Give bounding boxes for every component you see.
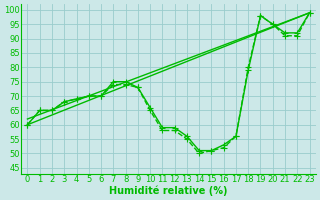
X-axis label: Humidité relative (%): Humidité relative (%) [109,185,228,196]
